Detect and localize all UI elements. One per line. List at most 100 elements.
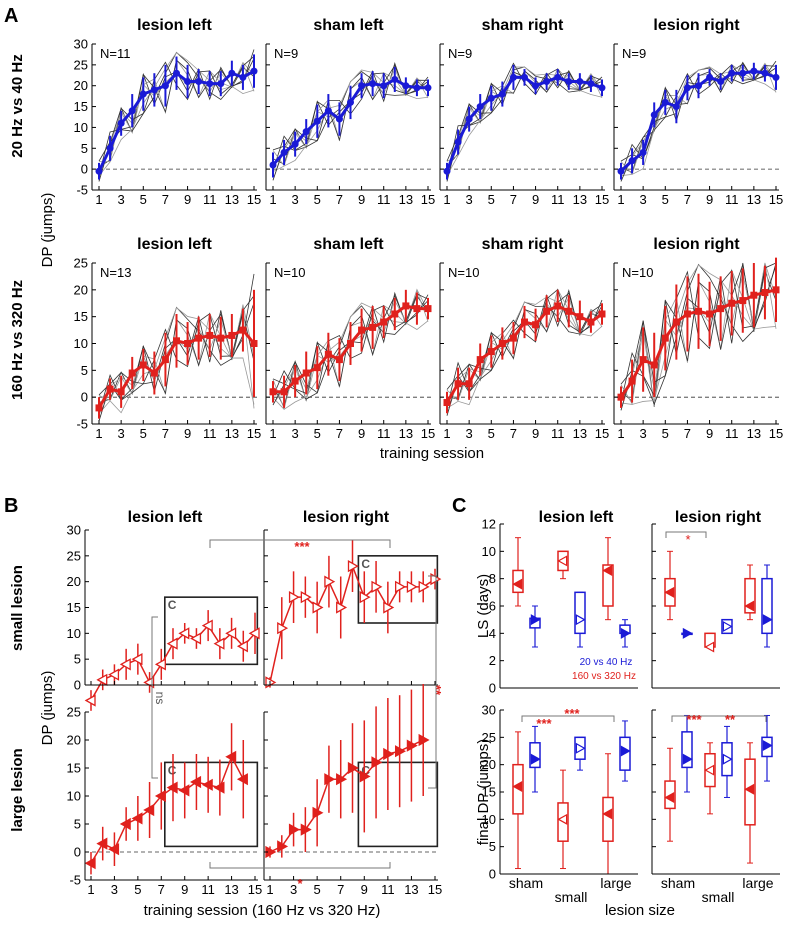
x-tick-label: 9 [532, 192, 539, 207]
mean-point [95, 167, 103, 175]
panel-c-ylabel-ls: LS (days) [475, 574, 492, 638]
mean-point [324, 107, 332, 115]
x-tick-label: 9 [184, 192, 191, 207]
mean-point [195, 334, 203, 342]
x-tick-label: 9 [358, 192, 365, 207]
box-iqr [602, 564, 614, 607]
panel-c-axes-1-0: sham small large [509, 720, 632, 905]
y-tick-label: 25 [482, 730, 496, 745]
axes: 1 3 5 7 9 11 13 15 [613, 262, 783, 441]
sig-c-left-1: *** [536, 716, 552, 731]
mean-point [291, 377, 299, 385]
y-tick-label: 6 [489, 599, 496, 614]
panel-b-xlabel: training session (160 Hz vs 320 Hz) [144, 902, 381, 919]
mean-point [117, 119, 125, 127]
mean-point [161, 356, 169, 364]
x-tick-label: 1 [266, 882, 273, 897]
mean-point [206, 331, 214, 339]
mean-point [250, 67, 258, 75]
mean-marker [213, 637, 225, 650]
panel-a-subplot-5: sham left N=10 [266, 236, 432, 411]
box-median-marker [602, 564, 613, 576]
y-tick-label: -5 [76, 183, 88, 198]
mean-point [598, 84, 606, 92]
mean-marker [201, 619, 213, 632]
box-median-marker [704, 764, 715, 776]
animal-trace [446, 70, 603, 175]
mean-point [628, 377, 636, 385]
y-tick-label: 0 [489, 867, 496, 882]
mean-point [313, 117, 321, 125]
mean-point [173, 337, 180, 345]
mean-point [184, 78, 192, 86]
mean-point [424, 84, 432, 92]
mean-point [324, 350, 332, 358]
mean-point [413, 84, 421, 92]
mean-point [465, 380, 473, 388]
y-tick-label: 5 [81, 141, 88, 156]
panel-b-title-right: lesion right [303, 509, 390, 526]
mean-marker [84, 694, 96, 707]
mean-point [739, 297, 747, 305]
mean-point [706, 73, 714, 81]
y-tick-label: 20 [67, 574, 81, 589]
box-median-marker [620, 627, 631, 639]
mean-marker [383, 747, 395, 761]
mean-marker [406, 739, 418, 752]
mean-marker [324, 773, 336, 786]
box-median-marker [557, 813, 568, 825]
mean-point [628, 157, 636, 165]
n-label: N=9 [622, 46, 646, 61]
category-label-sham: sham [509, 875, 543, 891]
panel-c-xlabel: lesion size [605, 902, 675, 919]
subplot-title: lesion left [137, 236, 212, 253]
y-tick-label: 10 [482, 544, 496, 559]
x-tick-label: 13 [573, 192, 587, 207]
box-iqr [681, 731, 693, 769]
sig-c-left-2: *** [564, 706, 580, 721]
mean-marker [131, 812, 143, 825]
sig-c-top-star: * [685, 532, 690, 547]
mean-point [576, 313, 584, 321]
x-tick-label: 1 [87, 882, 94, 897]
mean-point [650, 361, 658, 369]
animal-trace [620, 264, 777, 405]
sig-bracket-bottom [209, 862, 391, 869]
y-tick-label: 30 [482, 703, 496, 718]
y-tick-label: 25 [74, 256, 88, 271]
subplot-title: lesion right [653, 236, 740, 253]
x-tick-label: 5 [488, 192, 495, 207]
mean-marker [236, 640, 248, 653]
y-tick-label: 5 [74, 817, 81, 832]
category-label-small: small [702, 889, 735, 905]
mean-marker [166, 637, 178, 650]
mean-point [650, 111, 658, 119]
x-tick-label: 7 [337, 882, 344, 897]
mean-point [509, 334, 517, 342]
panel-c-axes-0-1 [664, 550, 773, 653]
legend-20-40: 20 vs 40 Hz [580, 657, 633, 668]
mean-marker [190, 775, 202, 789]
mean-marker [225, 750, 237, 763]
mean-point [454, 380, 462, 388]
sig-c-left-bracket [521, 715, 615, 722]
sig-left-ns: ns [153, 692, 167, 705]
x-tick-label: 1 [443, 192, 450, 207]
x-tick-label: 11 [725, 426, 739, 441]
y-tick-label: 15 [74, 99, 88, 114]
mean-marker [383, 601, 395, 614]
x-tick-label: 11 [551, 426, 565, 441]
axes: 1 3 5 7 9 11 13 15 [265, 262, 435, 441]
axes [651, 709, 780, 875]
mean-point [217, 334, 225, 342]
subplot-title: lesion left [137, 17, 212, 34]
y-tick-label: 0 [489, 681, 496, 696]
mean-point [402, 302, 410, 310]
mean-point [695, 82, 702, 90]
sig-top-stars: *** [294, 539, 310, 554]
box-median-marker [682, 753, 693, 765]
mean-marker [359, 591, 371, 604]
panel-b-subplot-2: C [84, 723, 259, 875]
mean-point [358, 82, 366, 90]
y-tick-label: 12 [482, 517, 496, 532]
